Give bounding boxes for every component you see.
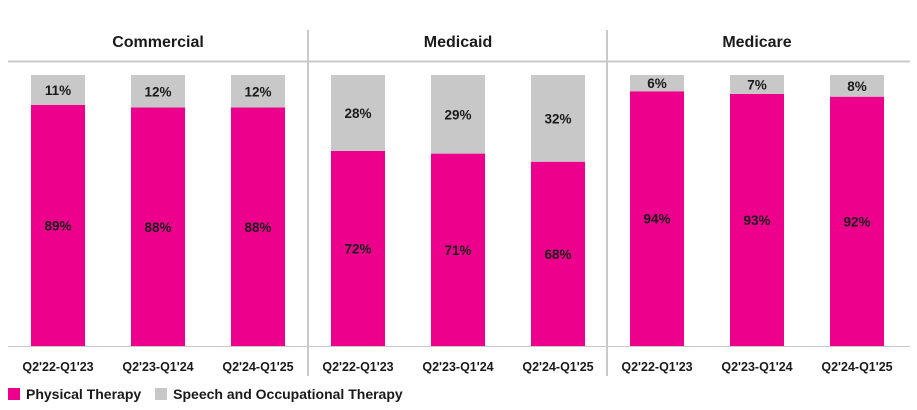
data-label-medicare-speech-and-occupational-therapy-3: 8% bbox=[847, 79, 867, 94]
bar-medicaid-speech-and-occupational-therapy-3 bbox=[531, 75, 585, 162]
data-label-medicare-speech-and-occupational-therapy-1: 6% bbox=[647, 76, 667, 91]
bar-medicare-speech-and-occupational-therapy-1 bbox=[630, 75, 684, 92]
category-label-medicare-1: Q2'22-Q1'23 bbox=[621, 360, 692, 374]
legend-item-speech-occupational-therapy: Speech and Occupational Therapy bbox=[155, 386, 403, 402]
bar-medicaid-physical-therapy-2 bbox=[431, 153, 485, 346]
panel-title-medicare: Medicare bbox=[722, 34, 791, 51]
legend-item-physical-therapy: Physical Therapy bbox=[8, 386, 141, 402]
bar-medicare-speech-and-occupational-therapy-2 bbox=[730, 75, 784, 94]
data-label-commercial-physical-therapy-1: 89% bbox=[44, 218, 71, 233]
legend: Physical Therapy Speech and Occupational… bbox=[8, 386, 417, 402]
legend-swatch-physical-therapy bbox=[8, 388, 20, 400]
category-label-medicaid-1: Q2'22-Q1'23 bbox=[322, 360, 393, 374]
bar-medicare-physical-therapy-3 bbox=[830, 96, 884, 347]
bar-commercial-physical-therapy-2 bbox=[131, 107, 185, 347]
bar-medicare-physical-therapy-1 bbox=[630, 91, 684, 346]
category-label-medicaid-2: Q2'23-Q1'24 bbox=[422, 360, 493, 374]
bar-commercial-speech-and-occupational-therapy-1 bbox=[31, 75, 85, 105]
bar-medicaid-speech-and-occupational-therapy-2 bbox=[431, 75, 485, 154]
category-label-commercial-1: Q2'22-Q1'23 bbox=[22, 360, 93, 374]
bar-medicare-physical-therapy-2 bbox=[730, 93, 784, 346]
bar-medicaid-physical-therapy-3 bbox=[531, 161, 585, 346]
bar-commercial-physical-therapy-3 bbox=[231, 107, 285, 347]
data-label-medicare-physical-therapy-2: 93% bbox=[743, 213, 770, 228]
bar-commercial-speech-and-occupational-therapy-3 bbox=[231, 75, 285, 108]
data-label-medicare-speech-and-occupational-therapy-2: 7% bbox=[747, 77, 767, 92]
stacked-bar-chart: Commercial 89% 11% Q2'22-Q1'23 88% 12% Q2'23-Q… bbox=[8, 30, 910, 376]
data-label-medicaid-speech-and-occupational-therapy-3: 32% bbox=[544, 111, 571, 126]
data-label-medicare-physical-therapy-1: 94% bbox=[643, 212, 670, 227]
data-label-commercial-physical-therapy-3: 88% bbox=[244, 220, 271, 235]
data-label-medicaid-physical-therapy-2: 71% bbox=[444, 243, 471, 258]
data-label-commercial-speech-and-occupational-therapy-3: 12% bbox=[244, 84, 271, 99]
legend-label-physical-therapy: Physical Therapy bbox=[26, 386, 142, 402]
data-label-medicaid-physical-therapy-3: 68% bbox=[544, 247, 571, 262]
legend-label-speech-occupational-therapy: Speech and Occupational Therapy bbox=[173, 386, 403, 402]
bar-commercial-physical-therapy-1 bbox=[31, 104, 85, 346]
category-label-medicare-2: Q2'23-Q1'24 bbox=[721, 360, 792, 374]
category-label-commercial-3: Q2'24-Q1'25 bbox=[222, 360, 293, 374]
bar-medicaid-speech-and-occupational-therapy-1 bbox=[331, 75, 385, 151]
bar-medicaid-physical-therapy-1 bbox=[331, 150, 385, 346]
category-label-commercial-2: Q2'23-Q1'24 bbox=[122, 360, 193, 374]
panel-title-commercial: Commercial bbox=[112, 34, 204, 51]
category-label-medicare-3: Q2'24-Q1'25 bbox=[821, 360, 892, 374]
data-label-commercial-speech-and-occupational-therapy-2: 12% bbox=[144, 84, 171, 99]
data-label-medicaid-speech-and-occupational-therapy-1: 28% bbox=[344, 106, 371, 121]
data-label-medicaid-physical-therapy-1: 72% bbox=[344, 241, 371, 256]
legend-swatch-speech-occupational-therapy bbox=[155, 388, 168, 400]
bar-commercial-speech-and-occupational-therapy-2 bbox=[131, 75, 185, 108]
data-label-medicare-physical-therapy-3: 92% bbox=[843, 214, 870, 229]
category-label-medicaid-3: Q2'24-Q1'25 bbox=[522, 360, 593, 374]
panel-title-medicaid: Medicaid bbox=[424, 34, 492, 51]
bar-medicare-speech-and-occupational-therapy-3 bbox=[830, 75, 884, 97]
data-label-commercial-speech-and-occupational-therapy-1: 11% bbox=[45, 83, 71, 98]
data-label-medicaid-speech-and-occupational-therapy-2: 29% bbox=[444, 107, 471, 122]
data-label-commercial-physical-therapy-2: 88% bbox=[144, 220, 171, 235]
